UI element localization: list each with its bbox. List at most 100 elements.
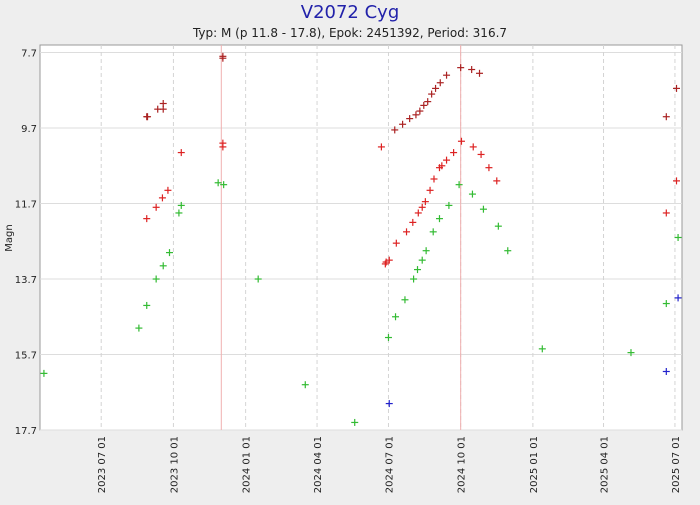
x-tick-label: 2024 04 01 xyxy=(313,436,324,493)
data-point xyxy=(455,181,463,189)
data-point xyxy=(443,71,451,79)
x-tick-label: 2025 04 01 xyxy=(600,436,611,493)
x-tick-label: 2025 01 01 xyxy=(529,436,540,493)
x-tick-label: 2024 07 01 xyxy=(384,436,395,493)
data-point xyxy=(416,107,424,115)
y-tick-label: 11.7 xyxy=(15,200,37,211)
epoch-marker-layer xyxy=(220,45,462,430)
data-point xyxy=(165,249,173,257)
data-point xyxy=(143,301,151,309)
data-point xyxy=(485,164,493,172)
data-point xyxy=(424,98,432,106)
data-point xyxy=(401,296,409,304)
data-point xyxy=(392,239,400,247)
data-point xyxy=(479,205,487,213)
data-point xyxy=(494,222,502,230)
data-point xyxy=(410,275,418,283)
data-point xyxy=(144,113,152,121)
data-point xyxy=(399,120,407,128)
data-point xyxy=(430,175,438,183)
x-tick-label: 2025 07 01 xyxy=(671,436,682,493)
data-point xyxy=(450,149,458,157)
data-point xyxy=(673,84,681,92)
x-tick-label: 2023 10 01 xyxy=(169,436,180,493)
data-point xyxy=(143,215,151,223)
y-axis-label: Magn xyxy=(4,224,15,251)
data-point xyxy=(443,156,451,164)
data-point xyxy=(406,115,414,123)
data-point xyxy=(152,275,160,283)
data-point xyxy=(432,84,440,92)
data-point xyxy=(219,54,227,62)
data-point xyxy=(662,300,670,308)
data-point xyxy=(254,275,262,283)
chart-subtitle: Typ: M (p 11.8 - 17.8), Epok: 2451392, P… xyxy=(192,26,507,40)
data-point xyxy=(219,143,227,151)
data-point xyxy=(469,143,477,151)
data-point xyxy=(457,137,465,145)
data-point xyxy=(385,400,393,408)
data-point xyxy=(468,66,476,74)
x-tick-labels: 2023 07 01 2023 10 01 2024 01 01 2024 04 01… xyxy=(97,436,682,493)
data-point xyxy=(409,218,417,226)
data-point xyxy=(445,201,453,209)
x-tick-label: 2024 01 01 xyxy=(242,436,253,493)
data-point xyxy=(436,79,444,87)
data-point xyxy=(476,69,484,77)
data-point xyxy=(421,198,429,206)
data-point xyxy=(674,294,682,302)
data-point xyxy=(177,149,185,157)
y-tick-label: 9.7 xyxy=(21,124,37,135)
data-point xyxy=(457,64,465,72)
x-tick-label: 2023 07 01 xyxy=(97,436,108,493)
data-point xyxy=(175,209,183,217)
data-point xyxy=(403,228,411,236)
y-tick-labels: 7.7 9.7 11.7 13.7 15.7 17.7 xyxy=(15,49,37,437)
data-point xyxy=(422,247,430,255)
y-tick-label: 17.7 xyxy=(15,426,37,437)
data-point xyxy=(538,345,546,353)
y-tick-label: 13.7 xyxy=(15,275,37,286)
data-point xyxy=(152,203,160,211)
data-point xyxy=(412,111,420,119)
data-point xyxy=(385,256,393,264)
data-point xyxy=(420,101,428,109)
data-point xyxy=(468,190,476,198)
data-point xyxy=(673,177,681,185)
data-point xyxy=(418,256,426,264)
data-point xyxy=(392,313,400,321)
chart-title: V2072 Cyg xyxy=(301,2,400,23)
data-point xyxy=(351,418,359,426)
data-point xyxy=(662,113,670,121)
data-point xyxy=(214,179,222,187)
x-tick-label: 2024 10 01 xyxy=(457,436,468,493)
data-point xyxy=(159,105,167,113)
data-point xyxy=(627,349,635,357)
data-point xyxy=(504,247,512,255)
data-point xyxy=(674,234,682,241)
data-point xyxy=(158,194,166,202)
data-point xyxy=(177,201,185,209)
data-point xyxy=(391,126,399,134)
data-point xyxy=(477,150,485,158)
data-point xyxy=(301,381,309,389)
data-point xyxy=(384,334,392,342)
y-tick-label: 15.7 xyxy=(15,351,37,362)
data-point xyxy=(662,367,670,375)
data-point xyxy=(164,186,172,194)
data-point xyxy=(40,369,48,377)
data-point xyxy=(435,215,443,223)
data-point xyxy=(493,177,501,185)
data-point xyxy=(135,324,143,332)
data-points-layer xyxy=(40,52,682,426)
data-point xyxy=(429,228,437,236)
data-point xyxy=(414,266,422,274)
data-point xyxy=(159,262,167,270)
plot-area xyxy=(39,44,683,431)
data-point xyxy=(438,162,446,170)
data-point xyxy=(428,90,436,98)
data-point xyxy=(220,181,228,189)
data-point xyxy=(662,209,670,217)
